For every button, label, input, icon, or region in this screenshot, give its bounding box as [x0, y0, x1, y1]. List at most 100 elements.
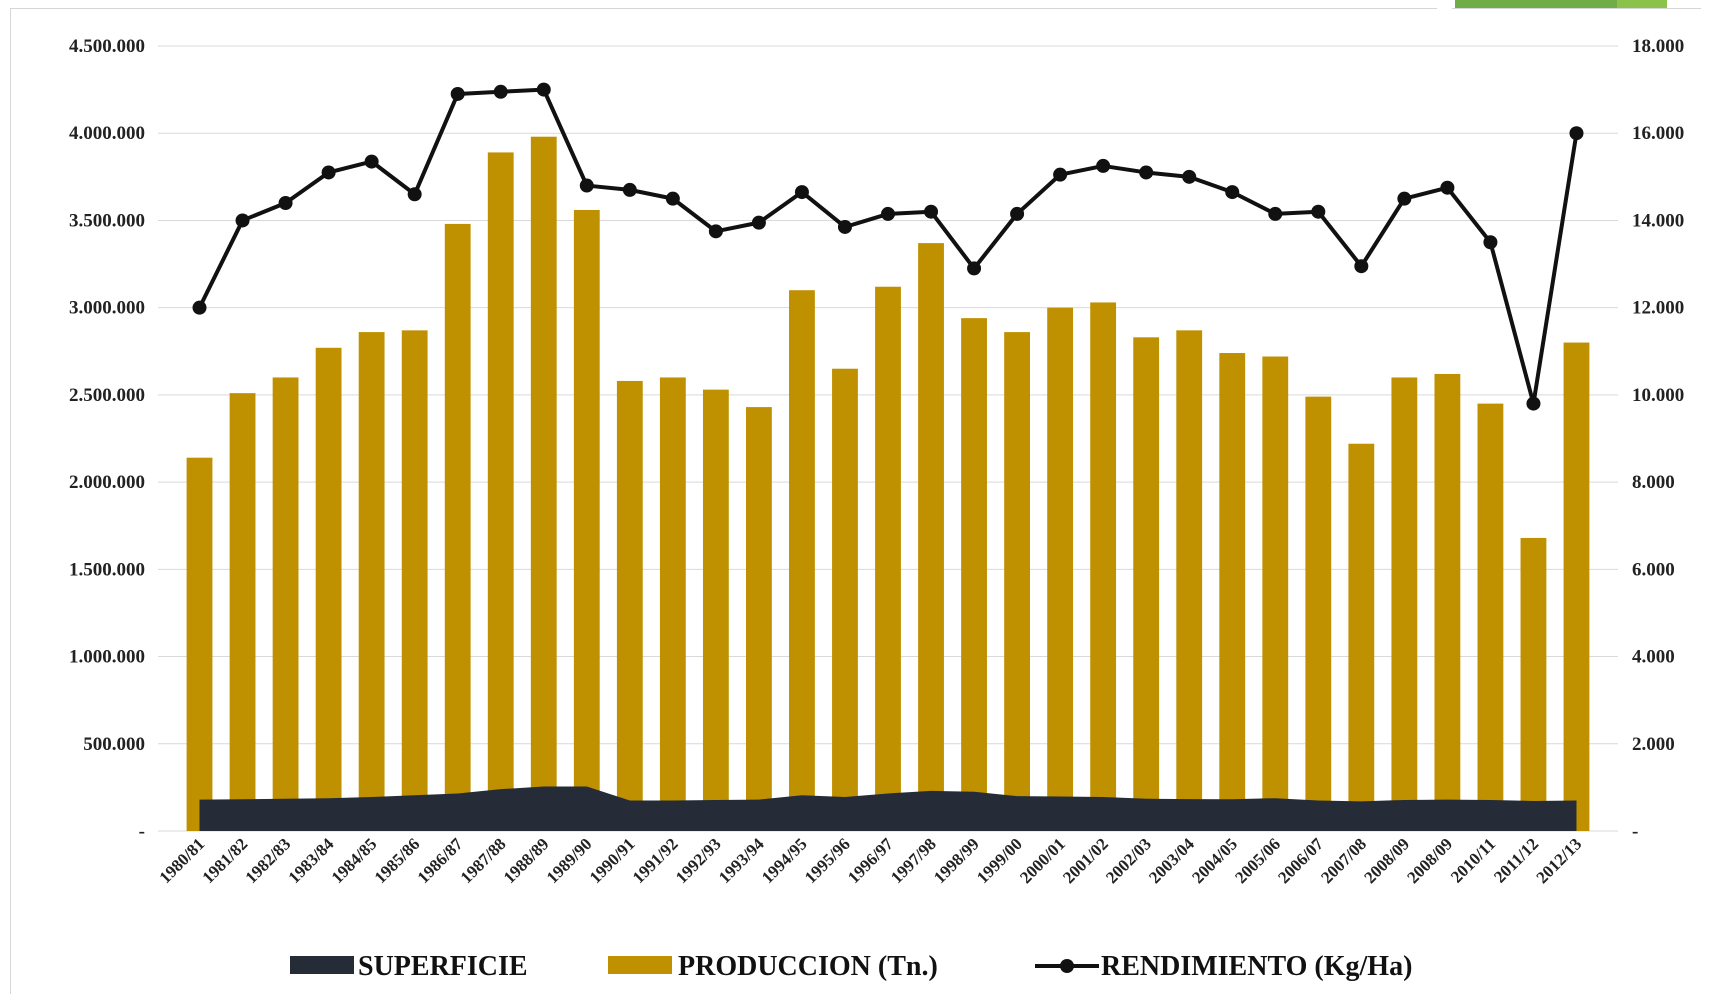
rendimiento-point: [665, 191, 680, 206]
rendimiento-point: [1182, 169, 1197, 184]
x-category-label: 1987/88: [457, 834, 510, 887]
corner-accent-bar-tip: [1617, 0, 1667, 8]
rendimiento-point: [1053, 167, 1068, 182]
x-category-label: 1988/89: [500, 834, 553, 887]
legend: SUPERFICIE PRODUCCION (Tn.) RENDIMIENTO (K…: [290, 951, 1412, 982]
x-category-label: 1986/87: [414, 834, 467, 887]
rendimiento-point: [794, 185, 809, 200]
production-bar: [1219, 353, 1246, 831]
rendimiento-point: [1526, 396, 1541, 411]
rendimiento-point: [1483, 235, 1498, 250]
production-bar: [1348, 443, 1375, 831]
rendimiento-point: [493, 84, 508, 99]
rendimiento-point: [1397, 191, 1412, 206]
x-category-label: 2010/11: [1447, 834, 1499, 886]
x-category-label: 1998/99: [930, 834, 983, 887]
x-category-label: 1985/86: [371, 834, 424, 887]
rendimiento-point: [881, 206, 895, 221]
rendimiento-point: [450, 86, 465, 101]
rendimiento-point: [579, 178, 594, 193]
production-bar: [401, 330, 428, 831]
x-category-label: 1990/91: [586, 834, 639, 887]
x-category-label: 2011/12: [1490, 834, 1542, 886]
y-right-tick-label: 10.000: [1632, 385, 1684, 406]
rendimiento-point: [235, 213, 250, 228]
corner-accent-triangle: [1437, 0, 1455, 12]
rendimiento-point: [967, 261, 982, 276]
x-category-label: 1982/83: [242, 834, 295, 887]
x-category-label: 2002/03: [1102, 834, 1155, 887]
corner-accent-bar: [1455, 0, 1665, 8]
y-right-tick-label: 4.000: [1632, 647, 1675, 668]
rendimiento-point: [1311, 204, 1326, 219]
y-right-tick-label: -: [1632, 821, 1638, 842]
legend-swatch-produccion: [608, 956, 672, 974]
production-bar: [1047, 307, 1074, 832]
y-left-tick-label: 3.500.000: [69, 210, 145, 231]
rendimiento-point: [708, 224, 723, 239]
rendimiento-point: [1096, 158, 1111, 173]
y-right-tick-label: 14.000: [1632, 210, 1684, 231]
rendimiento-point: [1569, 126, 1584, 141]
y-left-tick-label: -: [139, 821, 145, 842]
x-category-label: 1989/90: [543, 834, 596, 887]
x-category-label: 2007/08: [1317, 834, 1370, 887]
y-left-tick-label: 3.000.000: [69, 298, 145, 319]
corner-accent-shape: [1437, 0, 1667, 12]
rendimiento-point: [1440, 180, 1455, 195]
production-bar: [1176, 330, 1203, 831]
y-right-tick-label: 18.000: [1632, 36, 1684, 57]
production-bar: [186, 457, 213, 831]
x-category-label: 2001/02: [1059, 834, 1112, 887]
rendimiento-point: [278, 196, 293, 210]
production-bar: [487, 152, 514, 831]
x-category-label: 1997/98: [887, 834, 940, 887]
production-bar: [1262, 356, 1289, 831]
production-bar: [789, 290, 815, 831]
production-bar: [358, 332, 385, 831]
y-left-tick-label: 1.000.000: [69, 647, 145, 668]
rendimiento-point: [622, 182, 637, 197]
rendimiento-point: [1268, 206, 1283, 221]
x-category-label: 2000/01: [1016, 834, 1069, 887]
x-category-label: 1996/97: [844, 834, 897, 887]
production-bar: [573, 209, 600, 831]
production-bar: [918, 243, 944, 832]
production-bar: [1563, 342, 1590, 831]
rendimiento-point: [536, 82, 551, 97]
rendimiento-point: [192, 300, 207, 315]
rendimiento-point: [364, 154, 379, 169]
production-bar: [746, 407, 772, 831]
rendimiento-point: [407, 187, 422, 202]
y-left-tick-label: 500.000: [83, 734, 145, 755]
production-bar: [702, 389, 729, 831]
legend-swatch-superficie: [290, 956, 354, 974]
rendimiento-point: [1354, 259, 1369, 274]
x-category-label: 2012/13: [1532, 834, 1585, 887]
legend-label-rendimiento: RENDIMIENTO (Kg/Ha): [1101, 951, 1412, 982]
production-bar: [1391, 377, 1418, 831]
production-bar: [659, 377, 686, 831]
x-category-label: 2008/09: [1360, 834, 1413, 887]
superficie-area: [199, 786, 1577, 831]
production-bar: [1477, 403, 1504, 831]
rendimiento-point: [1225, 185, 1240, 200]
x-category-label: 1983/84: [285, 834, 338, 887]
x-category-label: 2006/07: [1274, 834, 1327, 887]
rendimiento-point: [837, 219, 852, 234]
y-left-tick-label: 2.000.000: [69, 472, 145, 493]
production-bar: [272, 377, 299, 831]
production-bar: [875, 286, 901, 831]
x-category-label: 1984/85: [328, 834, 381, 887]
y-right-tick-label: 2.000: [1632, 734, 1675, 755]
x-category-label: 1995/96: [801, 834, 854, 887]
x-category-label: 2003/04: [1145, 834, 1198, 887]
legend-label-superficie: SUPERFICIE: [358, 951, 528, 982]
production-bar: [315, 347, 342, 831]
x-category-label: 2004/05: [1188, 834, 1241, 887]
production-bar: [1090, 302, 1117, 831]
production-bar: [961, 318, 987, 832]
y-right-tick-label: 16.000: [1632, 123, 1684, 144]
x-category-label: 1992/93: [672, 834, 725, 887]
